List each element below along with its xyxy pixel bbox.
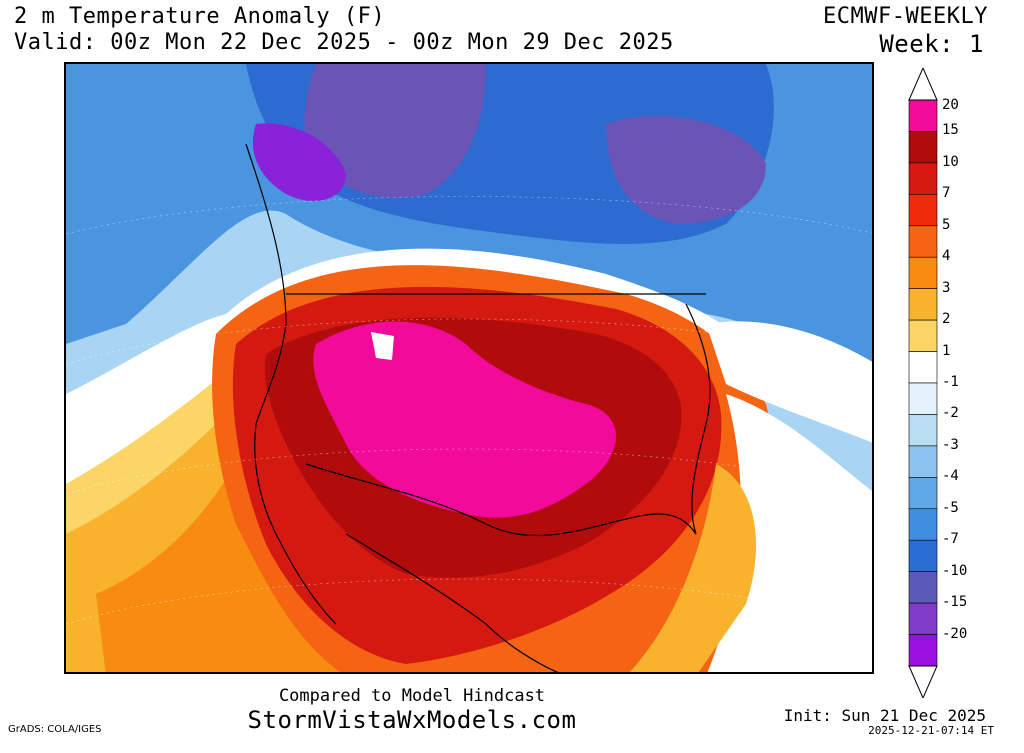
- gulf-coast-line: [305, 463, 697, 537]
- colorbar-swatch: [908, 602, 938, 635]
- colorbar-label: -1: [942, 374, 959, 390]
- colorbar-swatch: [908, 288, 938, 321]
- anomaly-map: [64, 62, 874, 674]
- colorbar-swatch: [908, 634, 938, 667]
- colorbar-swatch: [908, 414, 938, 447]
- colorbar-label: -4: [942, 468, 959, 485]
- colorbar-swatch: [908, 99, 938, 132]
- model-name: ECMWF-WEEKLY: [823, 4, 988, 29]
- colorbar-label: 2: [942, 311, 951, 328]
- colorbar-swatch: [908, 319, 938, 352]
- valid-period: Valid: 00z Mon 22 Dec 2025 - 00z Mon 29 …: [14, 30, 674, 55]
- neutral-spot: [371, 332, 394, 360]
- colorbar-label: 1: [942, 342, 951, 359]
- site-name: StormVistaWxModels.com: [247, 706, 577, 734]
- colorbar-top-arrow: [908, 68, 938, 101]
- colorbar-label: 5: [942, 216, 951, 233]
- colorbar-swatch: [908, 256, 938, 289]
- warm-zone-gulf: [629, 464, 756, 672]
- colorbar-swatch: [908, 225, 938, 258]
- colorbar-swatch: [908, 351, 938, 384]
- init-time: Init: Sun 21 Dec 2025: [783, 706, 986, 725]
- colorbar-label: -20: [942, 625, 968, 642]
- mexico-line: [345, 533, 559, 672]
- colorbar-swatch-group: [908, 99, 938, 667]
- colorbar-label: -5: [942, 499, 959, 516]
- colorbar-label: -15: [942, 594, 968, 611]
- colorbar-swatch: [908, 131, 938, 164]
- colorbar-swatch: [908, 571, 938, 604]
- colorbar-label: 7: [942, 185, 951, 202]
- colorbar-label: -7: [942, 531, 959, 548]
- colorbar-swatch: [908, 382, 938, 415]
- neutral-zone-caribbean: [707, 394, 872, 672]
- colorbar-label: -3: [942, 436, 959, 453]
- colorbar-swatch: [908, 162, 938, 195]
- colorbar-swatch: [908, 194, 938, 227]
- colorbar-swatches: [908, 68, 938, 698]
- purple-zone-west: [304, 64, 486, 198]
- colorbar-swatch: [908, 477, 938, 510]
- east-coast-line: [685, 303, 711, 535]
- colorbar-label: 3: [942, 279, 951, 296]
- map-canvas: [66, 64, 872, 672]
- map-borders: [245, 143, 711, 672]
- map-title: 2 m Temperature Anomaly (F): [14, 4, 386, 29]
- graticule-line: [66, 196, 872, 235]
- issue-timestamp: 2025-12-21-07:14 ET: [868, 724, 994, 737]
- violet-zone: [252, 123, 346, 202]
- colorbar-label: 20: [942, 97, 959, 113]
- colorbar: 20 15 10 7 5 4 3 2 1 -1 -2 -3 -4 -5 -7 -10 -15 -20: [908, 68, 1008, 698]
- colorbar-swatch: [908, 445, 938, 478]
- colorbar-bottom-arrow: [908, 665, 938, 698]
- purple-zone-hudson: [606, 116, 766, 224]
- colorbar-label: 15: [942, 122, 959, 139]
- magenta-zone-plains: [313, 321, 616, 518]
- grads-credit: GrADS: COLA/IGES: [8, 724, 102, 735]
- colorbar-label: -2: [942, 405, 959, 422]
- graticule: [66, 196, 872, 625]
- colorbar-label: 10: [942, 153, 959, 170]
- colorbar-swatch: [908, 508, 938, 541]
- colorbar-swatch: [908, 539, 938, 572]
- comparison-note: Compared to Model Hindcast: [278, 686, 546, 706]
- west-coast-line: [245, 143, 337, 625]
- week-label: Week: 1: [879, 30, 984, 58]
- colorbar-label: -10: [942, 562, 968, 579]
- neutral-zone-atlantic: [706, 321, 872, 443]
- colorbar-label: 4: [942, 248, 951, 265]
